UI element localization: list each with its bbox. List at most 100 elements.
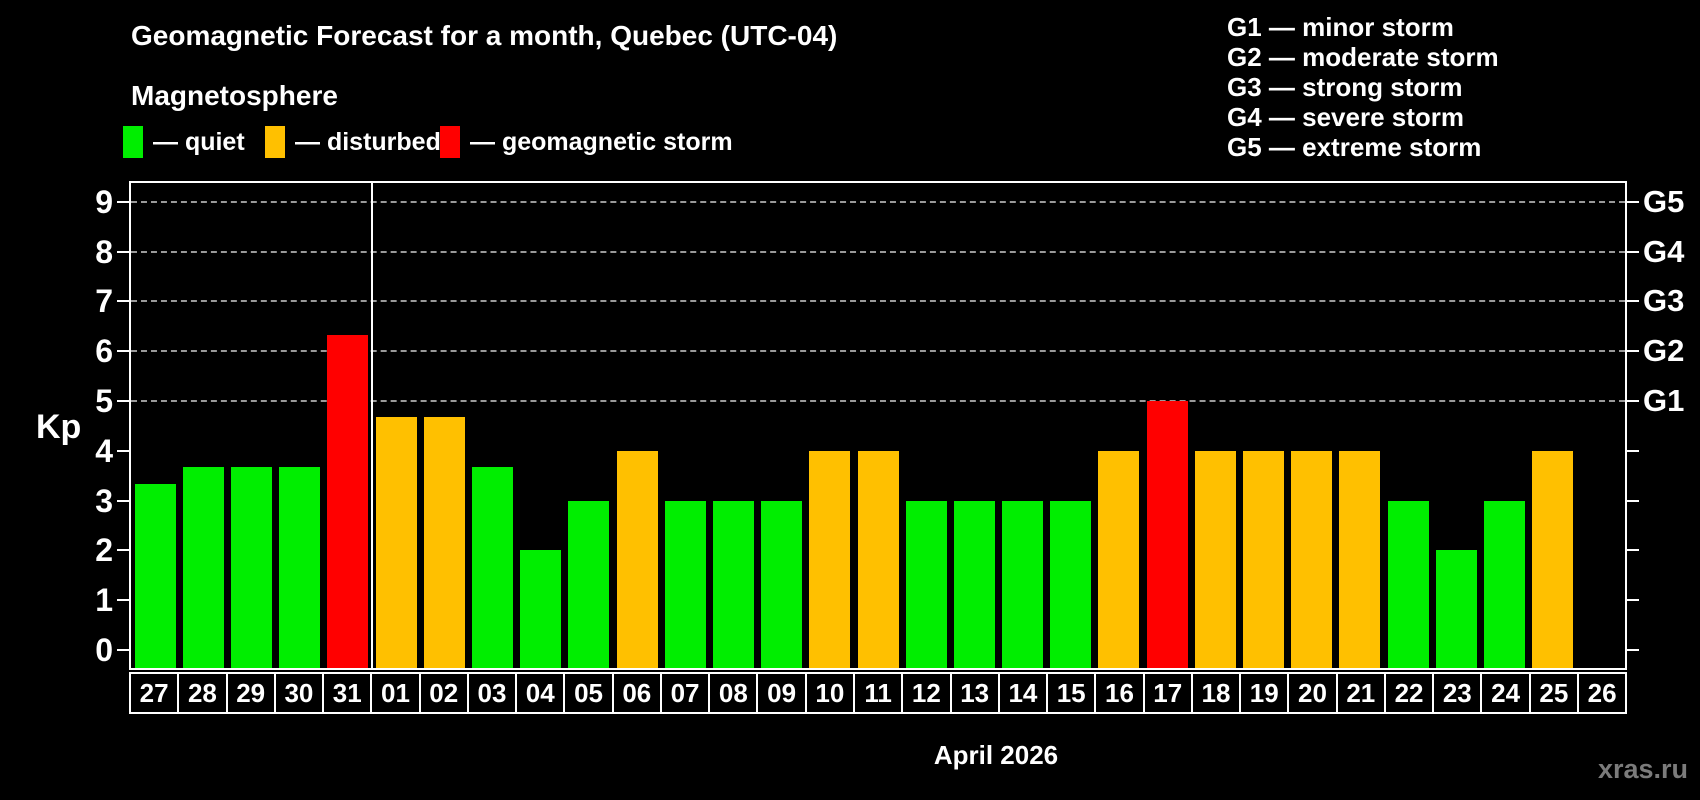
bar-day-24 [1484,500,1526,668]
day-label-27: 27 [131,674,180,712]
x-axis-day-labels: 27 28 29 30 31 01 02 03 04 05 06 07 08 09 10 11 12 13 14 15… [129,672,1627,714]
y-tick-right-8 [1627,250,1639,253]
day-label-17: 17 [1144,674,1193,712]
gridline-g1 [131,400,1625,402]
day-label-25: 25 [1530,674,1579,712]
y-tick-left-7 [117,300,129,303]
gridline-g4 [131,250,1625,253]
day-label-10: 10 [806,674,855,712]
legend-label-quiet: — quiet [153,127,245,156]
day-label-28: 28 [179,674,228,712]
bar-day-01 [375,417,417,668]
day-label-13: 13 [951,674,1000,712]
day-label-22: 22 [1385,674,1435,712]
gridline-g5 [131,200,1625,203]
bar-day-19 [1243,450,1285,668]
y-tick-label-4: 4 [95,432,113,469]
y-tick-right-5 [1627,400,1639,402]
bar-day-14 [1002,500,1044,668]
y-tick-right-3 [1627,499,1639,502]
day-label-08: 08 [710,674,759,712]
day-label-29: 29 [227,674,276,712]
day-label-14: 14 [999,674,1049,712]
bar-day-25 [1532,450,1574,668]
y-tick-left-4 [117,449,129,452]
y-tick-label-5: 5 [95,383,113,419]
y-tick-label-9: 9 [95,183,113,220]
day-label-07: 07 [661,674,711,712]
right-axis-label-g1: G1 [1643,383,1685,418]
bar-day-28 [182,467,224,668]
day-label-31: 31 [324,674,373,712]
bar-day-08 [712,500,754,668]
right-axis-label-g5: G5 [1643,183,1685,219]
bar-day-31 [327,334,369,668]
legend-swatch-storm [440,126,460,158]
legend-label-storm: — geomagnetic storm [470,127,733,156]
bar-day-04 [520,550,562,668]
legend-item-quiet: — quiet [123,126,245,158]
legend-item-disturbed: — disturbed [265,126,441,158]
right-axis-label-g3: G3 [1643,283,1685,319]
y-tick-left-5 [117,400,129,402]
legend-swatch-disturbed [265,126,285,158]
bar-day-18 [1194,450,1236,668]
y-tick-left-2 [117,549,129,552]
watermark: xras.ru [1597,754,1688,784]
right-axis-label-g4: G4 [1643,233,1685,269]
y-tick-right-6 [1627,350,1639,353]
bar-day-27 [134,484,176,668]
day-label-23: 23 [1434,674,1483,712]
bar-day-06 [616,450,658,668]
bar-day-20 [1291,450,1333,668]
legend-swatch-quiet [123,126,143,158]
y-axis-label: Kp [36,408,82,446]
bar-day-10 [809,450,851,668]
y-tick-label-2: 2 [95,532,113,569]
right-axis-label-g2: G2 [1643,333,1685,369]
bar-day-07 [664,500,706,668]
y-tick-left-8 [117,250,129,253]
y-tick-label-3: 3 [95,482,113,519]
y-tick-left-3 [117,499,129,502]
day-label-01: 01 [372,674,421,712]
gridline-g3 [131,300,1625,303]
g-legend-line-g5: G5 — extreme storm [1227,132,1482,162]
g-legend-line-g4: G4 — severe storm [1227,102,1465,132]
bar-day-05 [568,500,610,668]
y-tick-label-6: 6 [95,333,113,370]
bar-day-12 [905,500,947,668]
y-tick-left-6 [117,350,129,353]
day-label-02: 02 [420,674,469,712]
chart-subtitle: Magnetosphere [131,80,338,111]
bar-day-13 [953,500,995,668]
y-tick-right-1 [1627,599,1639,602]
y-tick-label-1: 1 [95,582,113,619]
magnetosphere-legend: — quiet — disturbed — geomagnetic storm [123,126,1023,162]
y-tick-left-1 [117,599,129,602]
bar-day-03 [471,467,513,668]
day-label-30: 30 [275,674,325,712]
y-tick-right-2 [1627,549,1639,552]
y-tick-label-0: 0 [95,632,113,668]
legend-label-disturbed: — disturbed [295,127,441,156]
g-legend-line-g3: G3 — strong storm [1227,72,1463,102]
day-label-19: 19 [1241,674,1290,712]
day-label-20: 20 [1289,674,1338,712]
day-label-16: 16 [1096,674,1145,712]
y-tick-right-9 [1627,200,1639,203]
bar-day-02 [423,417,465,668]
g-legend-line-g1: G1 — minor storm [1227,12,1454,42]
bar-day-09 [761,500,803,668]
bar-day-15 [1050,500,1092,668]
bar-day-16 [1098,450,1140,668]
day-label-03: 03 [468,674,518,712]
y-tick-right-7 [1627,300,1639,303]
y-tick-right-0 [1627,649,1639,651]
g-scale-legend: G1 — minor storm G2 — moderate storm G3 — … [1227,12,1499,162]
y-tick-left-0 [117,649,129,651]
day-label-12: 12 [903,674,952,712]
day-label-11: 11 [854,674,904,712]
legend-item-storm: — geomagnetic storm [440,126,733,158]
